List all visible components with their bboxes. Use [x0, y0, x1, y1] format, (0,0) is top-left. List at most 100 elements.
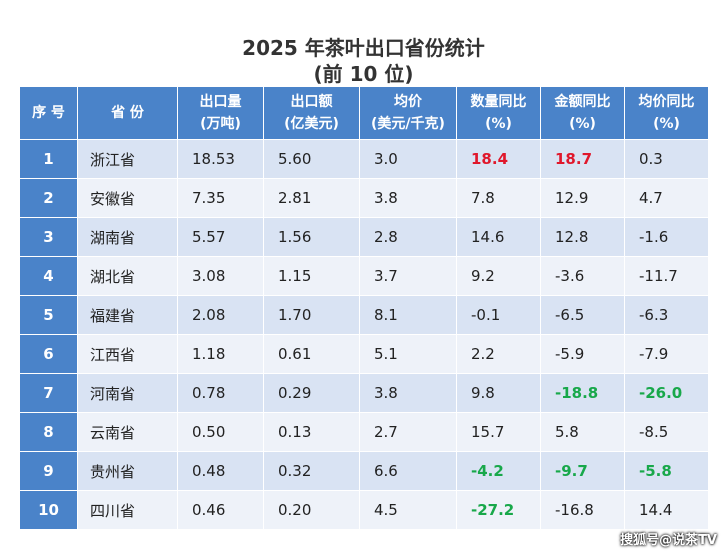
cell-value: 1.15	[263, 256, 360, 296]
cell-rank: 7	[19, 373, 78, 413]
page-title: 2025 年茶叶出口省份统计	[242, 36, 485, 60]
cell-province: 云南省	[77, 412, 178, 452]
cell-price: 2.7	[359, 412, 457, 452]
cell-rank: 9	[19, 451, 78, 491]
tea-export-table: 序 号 省 份 出口量 (万吨) 出口额 (亿美元) 均价 (美元/千克) 数量同比 (…	[19, 86, 709, 530]
table-body: 1 浙江省 18.53 5.60 3.0 18.4 18.7 0.3 2 安徽省 7.35 2.81 3…	[19, 139, 709, 530]
cell-value-yoy: -6.5	[540, 295, 625, 335]
cell-price: 8.1	[359, 295, 457, 335]
cell-volume-yoy: 7.8	[456, 178, 541, 218]
cell-volume-yoy: 9.2	[456, 256, 541, 296]
watermark: 搜狐号@说茶TV	[620, 533, 717, 548]
header-volume-yoy-unit: (%)	[485, 116, 512, 132]
cell-price-yoy: -7.9	[624, 334, 709, 374]
cell-volume-yoy: -4.2	[456, 451, 541, 491]
cell-price: 3.7	[359, 256, 457, 296]
header-value-yoy-label: 金额同比	[554, 94, 611, 110]
cell-volume-yoy: 15.7	[456, 412, 541, 452]
cell-price-yoy: -11.7	[624, 256, 709, 296]
cell-volume: 0.46	[177, 490, 264, 530]
cell-price-yoy: -1.6	[624, 217, 709, 257]
page-subtitle: (前 10 位)	[313, 62, 414, 86]
header-price-yoy: 均价同比 (%)	[624, 86, 709, 140]
cell-province: 江西省	[77, 334, 178, 374]
table-header-row: 序 号 省 份 出口量 (万吨) 出口额 (亿美元) 均价 (美元/千克) 数量同比 (…	[19, 86, 709, 140]
cell-province: 湖南省	[77, 217, 178, 257]
table-row: 8 云南省 0.50 0.13 2.7 15.7 5.8 -8.5	[19, 412, 709, 452]
header-value: 出口额 (亿美元)	[263, 86, 360, 140]
header-volume-yoy: 数量同比 (%)	[456, 86, 541, 140]
header-price: 均价 (美元/千克)	[359, 86, 457, 140]
cell-volume: 5.57	[177, 217, 264, 257]
cell-price: 3.8	[359, 373, 457, 413]
cell-price: 5.1	[359, 334, 457, 374]
cell-price: 2.8	[359, 217, 457, 257]
cell-value: 1.70	[263, 295, 360, 335]
header-volume-yoy-label: 数量同比	[470, 94, 527, 110]
header-price-yoy-label: 均价同比	[638, 94, 695, 110]
table-row: 5 福建省 2.08 1.70 8.1 -0.1 -6.5 -6.3	[19, 295, 709, 335]
cell-value-yoy: -18.8	[540, 373, 625, 413]
cell-rank: 4	[19, 256, 78, 296]
table-row: 2 安徽省 7.35 2.81 3.8 7.8 12.9 4.7	[19, 178, 709, 218]
cell-province: 四川省	[77, 490, 178, 530]
header-rank: 序 号	[19, 86, 78, 140]
cell-price-yoy: -5.8	[624, 451, 709, 491]
cell-value-yoy: 5.8	[540, 412, 625, 452]
cell-value: 1.56	[263, 217, 360, 257]
cell-volume: 7.35	[177, 178, 264, 218]
header-volume-unit: (万吨)	[200, 116, 241, 132]
cell-province: 安徽省	[77, 178, 178, 218]
cell-price: 4.5	[359, 490, 457, 530]
table-row: 6 江西省 1.18 0.61 5.1 2.2 -5.9 -7.9	[19, 334, 709, 374]
cell-rank: 6	[19, 334, 78, 374]
cell-value-yoy: -5.9	[540, 334, 625, 374]
header-price-unit: (美元/千克)	[371, 116, 445, 132]
cell-value-yoy: 18.7	[540, 139, 625, 179]
cell-rank: 2	[19, 178, 78, 218]
header-value-label: 出口额	[290, 94, 333, 110]
cell-volume-yoy: -27.2	[456, 490, 541, 530]
cell-rank: 5	[19, 295, 78, 335]
table-row: 3 湖南省 5.57 1.56 2.8 14.6 12.8 -1.6	[19, 217, 709, 257]
cell-volume: 18.53	[177, 139, 264, 179]
table-row: 10 四川省 0.46 0.20 4.5 -27.2 -16.8 14.4	[19, 490, 709, 530]
cell-volume: 2.08	[177, 295, 264, 335]
table-row: 1 浙江省 18.53 5.60 3.0 18.4 18.7 0.3	[19, 139, 709, 179]
header-province-label: 省 份	[111, 105, 144, 121]
cell-price-yoy: -26.0	[624, 373, 709, 413]
cell-price: 3.8	[359, 178, 457, 218]
cell-rank: 10	[19, 490, 78, 530]
cell-volume-yoy: 2.2	[456, 334, 541, 374]
cell-price-yoy: 14.4	[624, 490, 709, 530]
cell-volume-yoy: 9.8	[456, 373, 541, 413]
table-row: 4 湖北省 3.08 1.15 3.7 9.2 -3.6 -11.7	[19, 256, 709, 296]
cell-province: 浙江省	[77, 139, 178, 179]
cell-province: 贵州省	[77, 451, 178, 491]
table-row: 7 河南省 0.78 0.29 3.8 9.8 -18.8 -26.0	[19, 373, 709, 413]
cell-value: 0.61	[263, 334, 360, 374]
cell-rank: 8	[19, 412, 78, 452]
cell-volume-yoy: 14.6	[456, 217, 541, 257]
cell-volume-yoy: 18.4	[456, 139, 541, 179]
cell-price-yoy: -6.3	[624, 295, 709, 335]
cell-rank: 3	[19, 217, 78, 257]
cell-value: 2.81	[263, 178, 360, 218]
cell-value-yoy: -3.6	[540, 256, 625, 296]
cell-value-yoy: -16.8	[540, 490, 625, 530]
cell-price: 3.0	[359, 139, 457, 179]
header-price-yoy-unit: (%)	[653, 116, 680, 132]
cell-volume: 1.18	[177, 334, 264, 374]
cell-value: 0.20	[263, 490, 360, 530]
cell-volume-yoy: -0.1	[456, 295, 541, 335]
header-province: 省 份	[77, 86, 178, 140]
cell-value: 5.60	[263, 139, 360, 179]
header-volume-label: 出口量	[199, 94, 242, 110]
header-value-yoy: 金额同比 (%)	[540, 86, 625, 140]
header-price-label: 均价	[394, 94, 422, 110]
cell-volume: 0.78	[177, 373, 264, 413]
cell-province: 福建省	[77, 295, 178, 335]
cell-value: 0.13	[263, 412, 360, 452]
cell-volume: 0.50	[177, 412, 264, 452]
cell-price-yoy: 4.7	[624, 178, 709, 218]
